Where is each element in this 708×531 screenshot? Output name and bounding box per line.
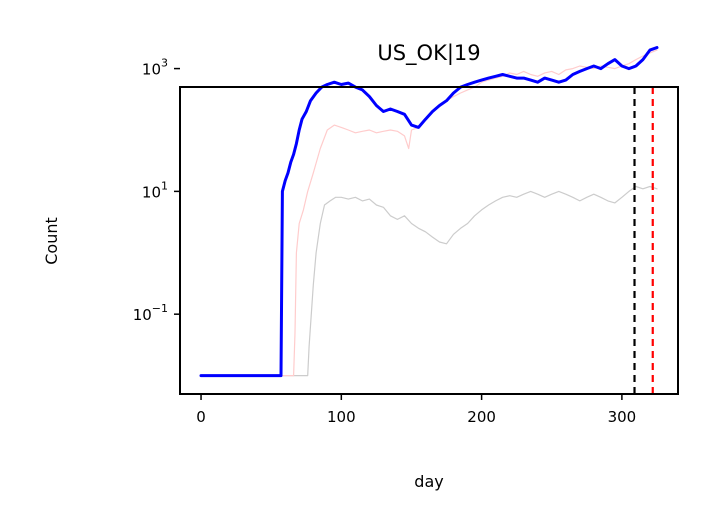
x-tick-label: 300 bbox=[608, 408, 637, 426]
y-tick-label: 103 bbox=[142, 57, 168, 79]
series-layer bbox=[199, 46, 659, 378]
y-tick-label: 101 bbox=[142, 179, 168, 201]
vline-layer bbox=[633, 87, 654, 394]
series-line-0 bbox=[200, 185, 658, 377]
x-axis-label: day bbox=[414, 472, 443, 491]
chart-title: US_OK|19 bbox=[377, 41, 480, 66]
y-axis: 103 101 10−1 bbox=[133, 57, 180, 324]
plot-frame bbox=[179, 86, 679, 395]
x-axis: 0 100 200 300 bbox=[196, 394, 636, 426]
y-tick-label: 10−1 bbox=[133, 302, 168, 324]
y-axis-label: Count bbox=[42, 217, 61, 265]
x-tick-label: 100 bbox=[327, 408, 356, 426]
x-tick-label: 200 bbox=[467, 408, 496, 426]
x-tick-label: 0 bbox=[196, 408, 206, 426]
series-line-2 bbox=[199, 46, 659, 378]
